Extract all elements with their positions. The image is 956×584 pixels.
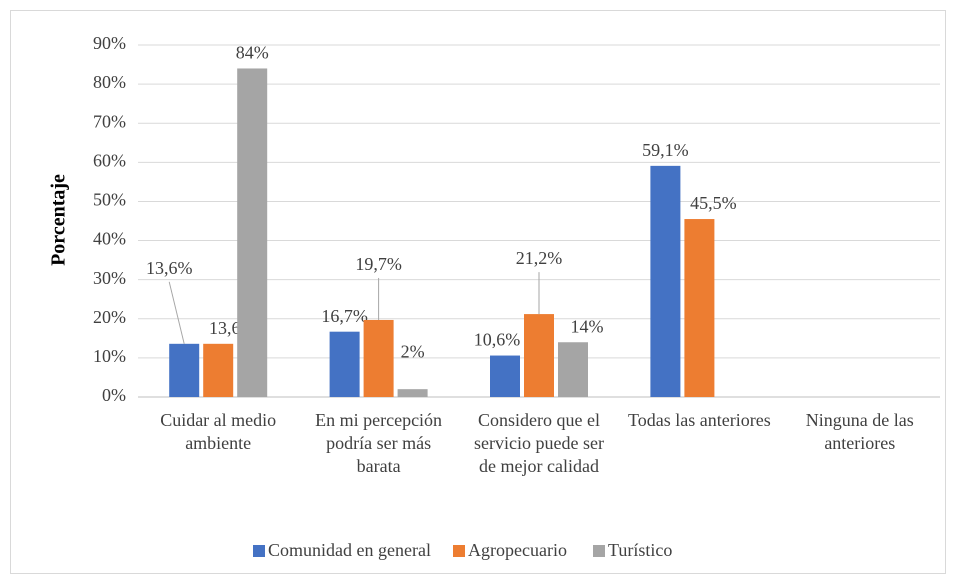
bar bbox=[363, 319, 394, 397]
bar bbox=[237, 68, 268, 397]
y-tick-label: 60% bbox=[93, 150, 126, 170]
bar bbox=[490, 355, 520, 397]
data-label: 14% bbox=[571, 316, 604, 336]
x-tick-label: Cuidar al medio ambiente bbox=[160, 410, 277, 453]
data-label: 59,1% bbox=[642, 140, 689, 160]
data-label: 2% bbox=[401, 341, 425, 361]
chart-border bbox=[10, 10, 946, 574]
data-label: 84% bbox=[236, 43, 269, 63]
y-tick-label: 80% bbox=[93, 72, 126, 92]
data-label: 10,6% bbox=[474, 330, 521, 350]
bar bbox=[169, 343, 200, 397]
data-label: 16,7% bbox=[321, 306, 368, 326]
legend-label: Agropecuario bbox=[468, 540, 567, 560]
y-axis-title: Porcentaje bbox=[48, 174, 70, 266]
bar bbox=[329, 331, 360, 397]
x-tick-label: En mi percepción podría ser más barata bbox=[315, 410, 443, 476]
y-tick-label: 70% bbox=[93, 111, 126, 131]
bar bbox=[558, 342, 588, 397]
leader-line bbox=[168, 281, 185, 344]
legend-swatch bbox=[593, 545, 605, 557]
y-tick-label: 40% bbox=[93, 229, 126, 249]
y-tick-label: 30% bbox=[93, 268, 126, 288]
data-label: 19,7% bbox=[355, 254, 402, 274]
x-tick-label: Ninguna de las anteriores bbox=[805, 410, 914, 453]
legend-swatch bbox=[453, 545, 465, 557]
data-label: 45,5% bbox=[690, 193, 737, 213]
data-label: 13,6% bbox=[146, 258, 193, 278]
bar bbox=[684, 219, 715, 397]
bar bbox=[524, 314, 554, 397]
legend-swatch bbox=[253, 545, 265, 557]
x-tick-label: Considero que el servicio puede ser de m… bbox=[474, 410, 604, 476]
legend-label: Comunidad en general bbox=[268, 540, 431, 560]
data-label: 21,2% bbox=[516, 248, 563, 268]
bar bbox=[397, 389, 428, 397]
y-tick-label: 50% bbox=[93, 190, 126, 210]
y-tick-label: 0% bbox=[102, 385, 126, 405]
x-tick-label: Todas las anteriores bbox=[628, 410, 771, 430]
legend-label: Turístico bbox=[608, 540, 672, 560]
y-tick-label: 90% bbox=[93, 33, 126, 53]
bar bbox=[203, 343, 234, 397]
y-tick-label: 20% bbox=[93, 307, 126, 327]
y-tick-label: 10% bbox=[93, 346, 126, 366]
bar bbox=[650, 165, 681, 397]
